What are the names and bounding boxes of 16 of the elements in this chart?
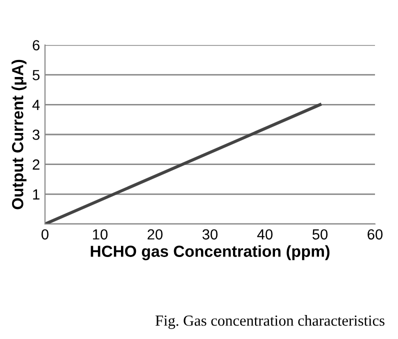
x-tick-label: 30 — [202, 229, 218, 240]
text: Fig. Gas concentration characteristics — [156, 315, 384, 329]
y-tick-label: 4 — [32, 100, 40, 110]
x-tick-label: 50 — [312, 229, 328, 240]
y-axis-title: Output Current (μA) — [12, 60, 26, 210]
x-tick-label: 10 — [93, 229, 108, 240]
y-tick-label: 1 — [33, 189, 40, 200]
x-tick-label: 0 — [42, 229, 48, 240]
x-tick-label: 60 — [368, 229, 383, 240]
x-axis-title: HCHO gas Concentration (ppm) — [90, 245, 330, 260]
x-tick-label: 40 — [257, 229, 273, 240]
y-tick-label: 3 — [32, 130, 40, 140]
y-tick-label: 6 — [32, 40, 40, 50]
x-tick-label: 20 — [148, 229, 163, 240]
y-tick-label: 2 — [32, 159, 40, 170]
y-tick-label: 5 — [32, 70, 40, 80]
